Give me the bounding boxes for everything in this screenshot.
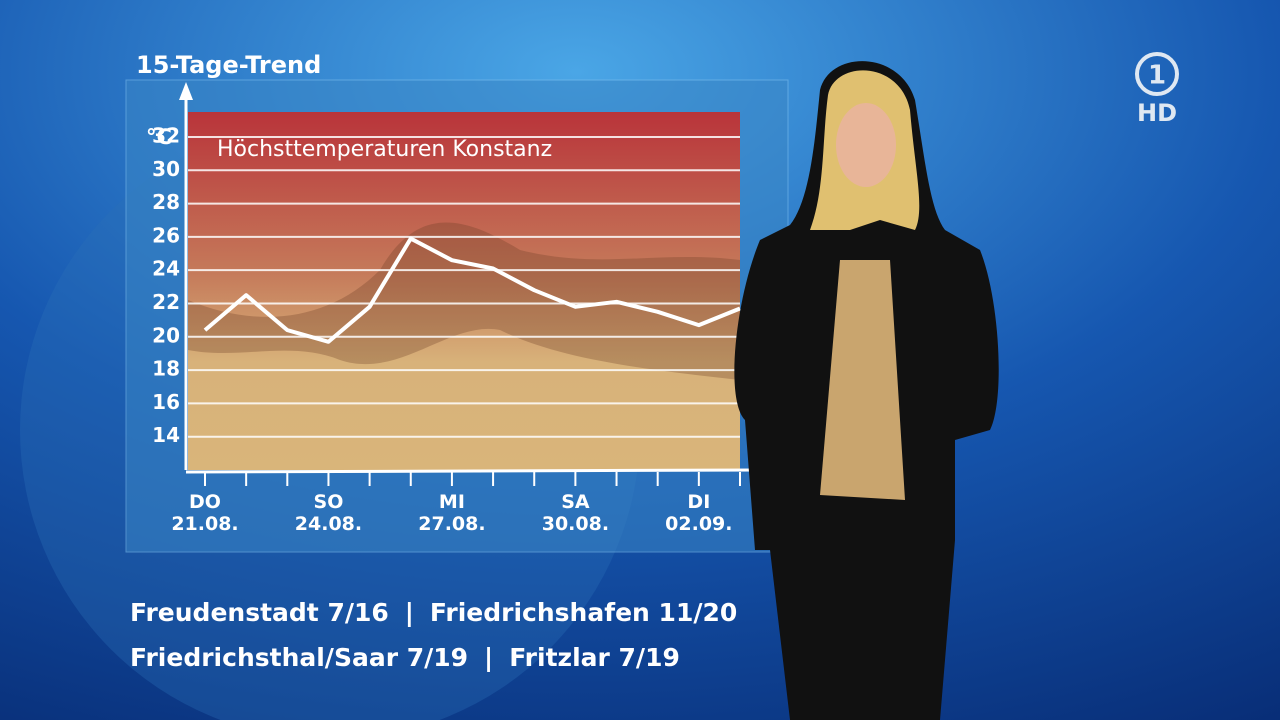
- presenter: [734, 61, 999, 720]
- y-tick-label: 24: [152, 257, 180, 281]
- y-tick-label: 30: [152, 157, 180, 181]
- logo-number: 1: [1148, 61, 1166, 91]
- x-tick-label: DO 21.08.: [171, 491, 238, 535]
- plot-area: [188, 112, 740, 470]
- y-tick-label: 22: [152, 290, 180, 314]
- logo: 1 HD: [1135, 52, 1179, 127]
- logo-ring: [1135, 52, 1179, 96]
- presenter-top: [820, 260, 905, 500]
- ticker-line: Freudenstadt 7/16 | Friedrichshafen 11/20: [130, 598, 737, 627]
- separator: |: [484, 643, 493, 672]
- x-tick-label: SA 30.08.: [542, 491, 609, 535]
- x-tick-label: DI 02.09.: [665, 491, 732, 535]
- y-axis-label: °C: [146, 125, 172, 149]
- ticker-item: Friedrichshafen 11/20: [430, 598, 737, 627]
- temperature-line: [203, 236, 741, 344]
- ticker-item: Fritzlar 7/19: [509, 643, 680, 672]
- header: 15-Tage-Trend: [136, 51, 321, 79]
- ticker-line: Friedrichsthal/Saar 7/19 | Fritzlar 7/19: [130, 643, 680, 672]
- logo-text: HD: [1137, 99, 1177, 127]
- ticker-item: Friedrichsthal/Saar 7/19: [130, 643, 468, 672]
- chart-title: Höchsttemperaturen Konstanz: [217, 137, 552, 162]
- y-tick-label: 28: [152, 190, 180, 214]
- y-tick-label: 26: [152, 223, 180, 247]
- y-tick-label: 32: [152, 123, 180, 147]
- x-tick-label: SO 24.08.: [295, 491, 362, 535]
- separator: |: [405, 598, 414, 627]
- x-axis: [185, 468, 761, 474]
- y-tick-label: 20: [152, 323, 180, 347]
- x-tick-label: MI 27.08.: [418, 491, 485, 535]
- y-axis-arrow: [179, 82, 193, 100]
- y-tick-label: 14: [152, 423, 180, 447]
- y-tick-label: 18: [152, 357, 180, 381]
- presenter-face: [836, 103, 896, 187]
- ticker-item: Freudenstadt 7/16: [130, 598, 389, 627]
- y-tick-label: 16: [152, 390, 180, 414]
